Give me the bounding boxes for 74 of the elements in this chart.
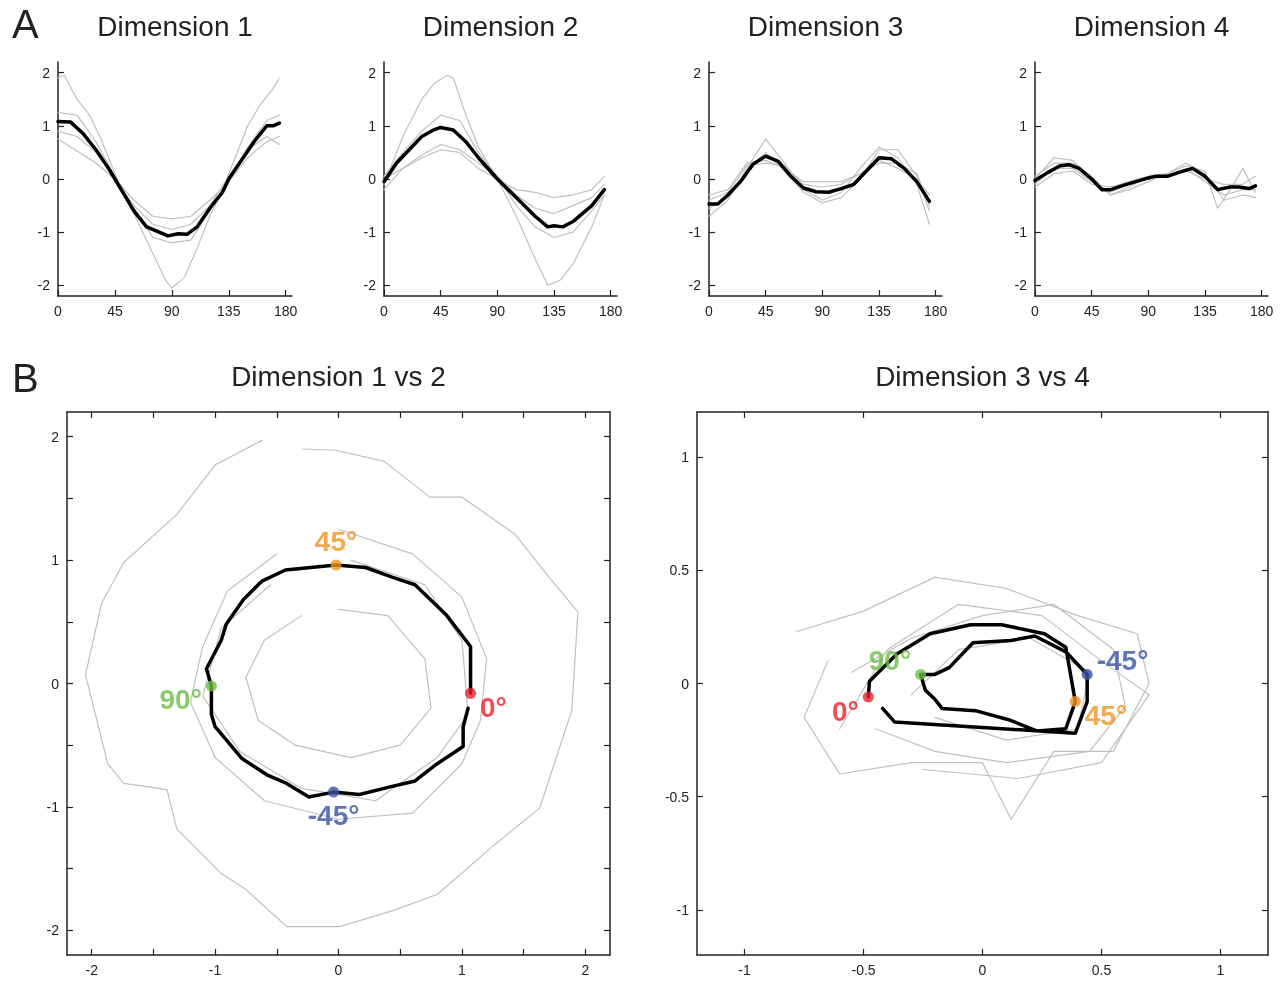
- y-tick-label: -1: [676, 901, 690, 918]
- series-label: 45°: [314, 526, 358, 558]
- y-tick-label: -0.5: [664, 788, 690, 805]
- series-label: -45°: [307, 800, 360, 832]
- y-tick-label: 0.5: [669, 562, 690, 579]
- x-tick-label: 1: [1216, 962, 1225, 978]
- series-label: 0°: [832, 695, 859, 727]
- x-tick-label: 90: [489, 303, 506, 319]
- y-tick-label: -1: [46, 798, 60, 815]
- x-tick-label: 45: [757, 303, 774, 319]
- chart-title: Dimension 2: [422, 10, 579, 42]
- y-tick-label: 2: [51, 428, 60, 445]
- y-tick-label: 2: [1019, 64, 1028, 81]
- y-tick-label: -1: [363, 224, 377, 241]
- x-tick-label: -0.5: [851, 962, 876, 978]
- x-tick-label: 0: [705, 303, 714, 319]
- x-tick-label: 2: [581, 962, 590, 978]
- x-tick-label: 180: [924, 303, 948, 319]
- chart-title: Dimension 3 vs 4: [875, 360, 1090, 392]
- x-tick-label: 180: [599, 303, 623, 319]
- y-tick-label: 1: [1019, 117, 1028, 134]
- x-tick-label: 0: [1031, 303, 1040, 319]
- y-tick-label: -1: [37, 224, 51, 241]
- y-tick-label: 1: [681, 449, 690, 466]
- x-tick-label: 0: [978, 962, 987, 978]
- y-tick-label: -2: [46, 922, 60, 939]
- y-tick-label: -2: [37, 277, 51, 294]
- y-tick-label: -2: [363, 277, 377, 294]
- series-label: 45°: [1084, 700, 1128, 732]
- x-tick-label: -1: [738, 962, 752, 978]
- y-tick-label: 2: [693, 64, 702, 81]
- x-tick-label: 180: [1250, 303, 1274, 319]
- chart-title: Dimension 1 vs 2: [231, 360, 446, 392]
- chart-title: Dimension 1: [97, 10, 253, 42]
- x-tick-label: 90: [164, 303, 180, 319]
- y-tick-label: -1: [1014, 224, 1028, 241]
- x-tick-label: 45: [432, 303, 449, 319]
- y-tick-label: 0: [693, 171, 702, 187]
- x-tick-label: 135: [217, 303, 241, 319]
- x-tick-label: 90: [1140, 303, 1157, 319]
- x-tick-label: 135: [542, 303, 566, 319]
- text: B: [12, 356, 39, 400]
- y-tick-label: 0: [42, 171, 51, 187]
- chart-title: Dimension 3: [747, 10, 904, 42]
- chart-title: Dimension 4: [1073, 10, 1230, 42]
- x-tick-label: -2: [85, 962, 99, 978]
- y-tick-label: 1: [693, 117, 702, 134]
- y-tick-label: 2: [368, 64, 377, 81]
- x-tick-label: 0.5: [1091, 962, 1112, 978]
- x-tick-label: 180: [274, 303, 298, 319]
- x-tick-label: 90: [814, 303, 831, 319]
- y-tick-label: 0: [368, 171, 377, 187]
- y-tick-label: -1: [688, 224, 702, 241]
- x-tick-label: 0: [334, 962, 343, 978]
- text: A: [12, 2, 39, 46]
- y-tick-label: 2: [42, 64, 51, 81]
- y-tick-label: 1: [42, 117, 51, 134]
- x-tick-label: -1: [208, 962, 222, 978]
- y-tick-label: -2: [1014, 277, 1028, 294]
- series-label: -45°: [1096, 644, 1149, 676]
- x-tick-label: 0: [380, 303, 389, 319]
- x-tick-label: 135: [1193, 303, 1217, 319]
- y-tick-label: 0: [1019, 171, 1028, 187]
- y-tick-label: 1: [368, 117, 377, 134]
- series-label: 90°: [159, 684, 202, 716]
- series-label: 0°: [480, 691, 507, 723]
- x-tick-label: 1: [458, 962, 467, 978]
- x-tick-label: 45: [1083, 303, 1100, 319]
- y-tick-label: 0: [51, 675, 60, 692]
- y-tick-label: 0: [681, 675, 690, 692]
- x-tick-label: 45: [107, 303, 123, 319]
- y-tick-label: -2: [688, 277, 702, 294]
- y-tick-label: 1: [51, 552, 60, 569]
- x-tick-label: 135: [867, 303, 891, 319]
